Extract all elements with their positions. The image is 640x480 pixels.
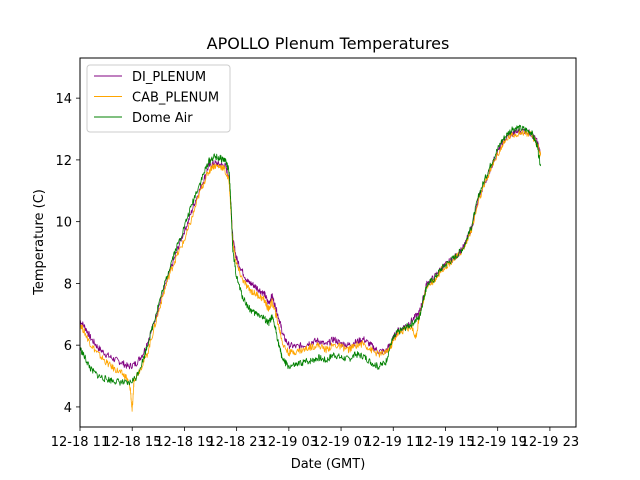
x-tick-label: 12-19 03 bbox=[260, 435, 318, 450]
y-tick-label: 4 bbox=[64, 401, 72, 416]
chart-title: APOLLO Plenum Temperatures bbox=[207, 34, 450, 53]
series-layer bbox=[79, 124, 541, 412]
y-axis-title: Temperature (C) bbox=[32, 189, 47, 296]
plot-frame bbox=[79, 57, 577, 428]
y-tick-label: 14 bbox=[55, 92, 72, 107]
x-tick-label: 12-19 07 bbox=[312, 435, 370, 450]
x-tick-label: 12-19 19 bbox=[468, 435, 526, 450]
x-tick-label: 12-19 15 bbox=[416, 435, 474, 450]
y-axis: 4 6 8 10 12 14 bbox=[55, 92, 80, 416]
x-tick-label: 12-19 11 bbox=[364, 435, 422, 450]
x-tick-label: 12-19 23 bbox=[521, 435, 579, 450]
y-tick-label: 10 bbox=[55, 216, 72, 231]
x-tick-label: 12-18 19 bbox=[155, 435, 213, 450]
y-tick-label: 8 bbox=[64, 277, 72, 292]
x-tick-label: 12-18 15 bbox=[103, 435, 161, 450]
legend-label: DI_PLENUM bbox=[132, 70, 206, 85]
legend-label: CAB_PLENUM bbox=[132, 91, 219, 106]
x-axis-title: Date (GMT) bbox=[291, 457, 366, 472]
series-line-dome-air bbox=[79, 124, 541, 386]
y-tick-label: 12 bbox=[55, 154, 72, 169]
legend: DI_PLENUM CAB_PLENUM Dome Air bbox=[86, 64, 231, 133]
legend-box bbox=[86, 64, 231, 133]
y-tick-label: 6 bbox=[64, 339, 72, 354]
legend-label: Dome Air bbox=[132, 111, 193, 126]
series-line-di-plenum bbox=[79, 128, 541, 370]
x-tick-label: 12-18 11 bbox=[51, 435, 109, 450]
series-line-cab-plenum bbox=[79, 129, 541, 412]
x-tick-label: 12-18 23 bbox=[207, 435, 265, 450]
